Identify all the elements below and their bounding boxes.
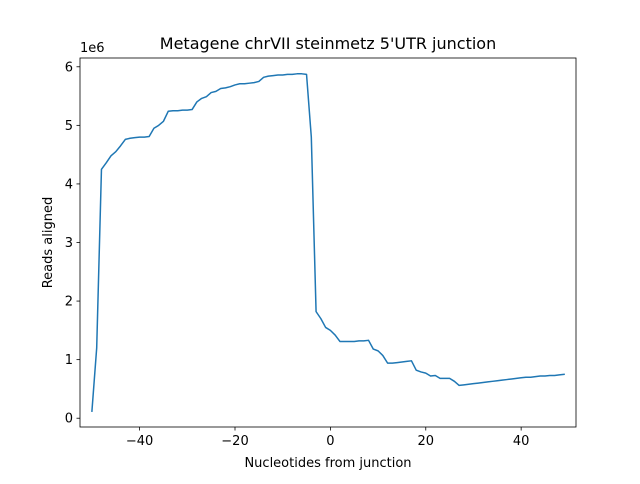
x-tick-label: 0 [326,434,334,449]
x-tick-label: −20 [221,434,248,449]
x-tick-label: 40 [513,434,530,449]
axis-ticks: −40 −20 0 20 40 0 1 2 3 4 5 6 [65,60,530,449]
chart-title: Metagene chrVII steinmetz 5'UTR junction [160,34,496,53]
x-tick-label: −40 [126,434,153,449]
y-tick-label: 6 [65,60,73,75]
y-tick-label: 4 [65,177,73,192]
y-tick-label: 1 [65,353,73,368]
y-tick-label: 3 [65,236,73,251]
y-axis-offset-label: 1e6 [80,41,105,56]
series-line [91,73,565,412]
x-tick-label: 20 [417,434,434,449]
axes-frame [79,57,577,428]
y-axis-label: Reads aligned [41,197,56,289]
y-tick-label: 0 [65,412,73,427]
y-tick-label: 5 [65,119,73,134]
x-axis-label: Nucleotides from junction [244,456,411,471]
y-tick-label: 2 [65,295,73,310]
plot-area [91,73,565,412]
